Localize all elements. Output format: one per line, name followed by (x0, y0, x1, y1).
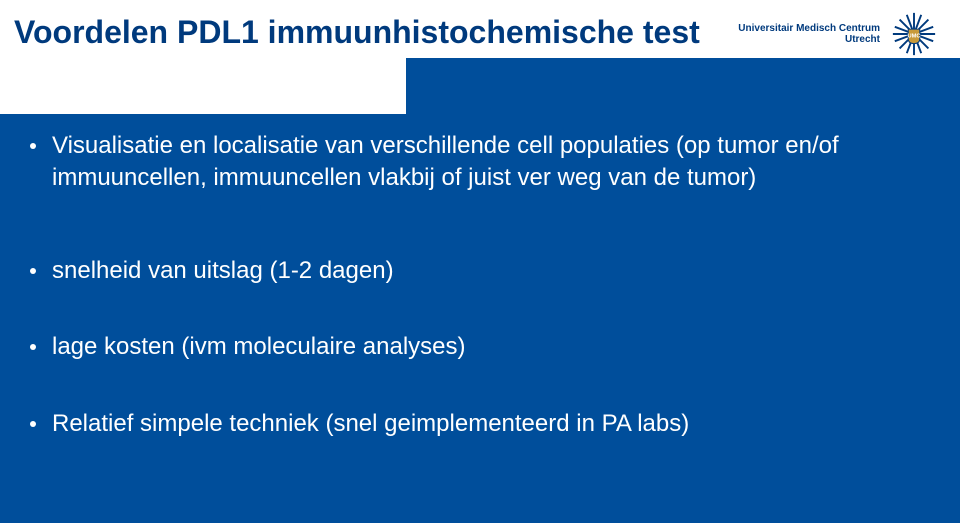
logo-badge-text: UMC (907, 33, 920, 39)
slide-title: Voordelen PDL1 immuunhistochemische test (14, 14, 700, 51)
logo-text: Universitair Medisch Centrum Utrecht (738, 23, 880, 45)
bullet-dot-icon (30, 143, 36, 149)
slide-content: Visualisatie en localisatie van verschil… (30, 130, 930, 484)
bullet-item: snelheid van uitslag (1-2 dagen) (30, 255, 930, 287)
body-bg-top-right (406, 58, 960, 114)
bullet-text: Relatief simpele techniek (snel geimplem… (52, 408, 930, 440)
bullet-dot-icon (30, 344, 36, 350)
bullet-item: Visualisatie en localisatie van verschil… (30, 130, 930, 195)
slide: Voordelen PDL1 immuunhistochemische test… (0, 0, 960, 523)
bullet-item: lage kosten (ivm moleculaire analyses) (30, 331, 930, 363)
bullet-item: Relatief simpele techniek (snel geimplem… (30, 408, 930, 440)
bullet-text: Visualisatie en localisatie van verschil… (52, 130, 930, 195)
bullet-text: snelheid van uitslag (1-2 dagen) (52, 255, 930, 287)
bullet-dot-icon (30, 421, 36, 427)
logo-line-2: Utrecht (845, 34, 880, 45)
logo-line-1: Universitair Medisch Centrum (738, 23, 880, 34)
bullet-text: lage kosten (ivm moleculaire analyses) (52, 331, 930, 363)
institution-logo: Universitair Medisch Centrum Utrecht (738, 10, 938, 58)
bullet-dot-icon (30, 268, 36, 274)
sun-badge-icon: UMC (890, 10, 938, 58)
